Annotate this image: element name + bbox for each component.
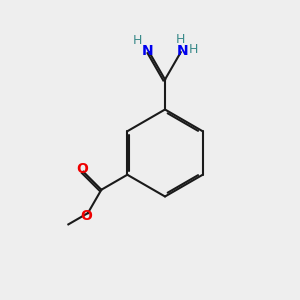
- Text: H: H: [189, 43, 198, 56]
- Text: H: H: [133, 34, 142, 47]
- Text: N: N: [142, 44, 153, 58]
- Text: N: N: [177, 44, 188, 58]
- Text: O: O: [76, 162, 88, 176]
- Text: O: O: [80, 209, 92, 223]
- Text: H: H: [176, 33, 185, 46]
